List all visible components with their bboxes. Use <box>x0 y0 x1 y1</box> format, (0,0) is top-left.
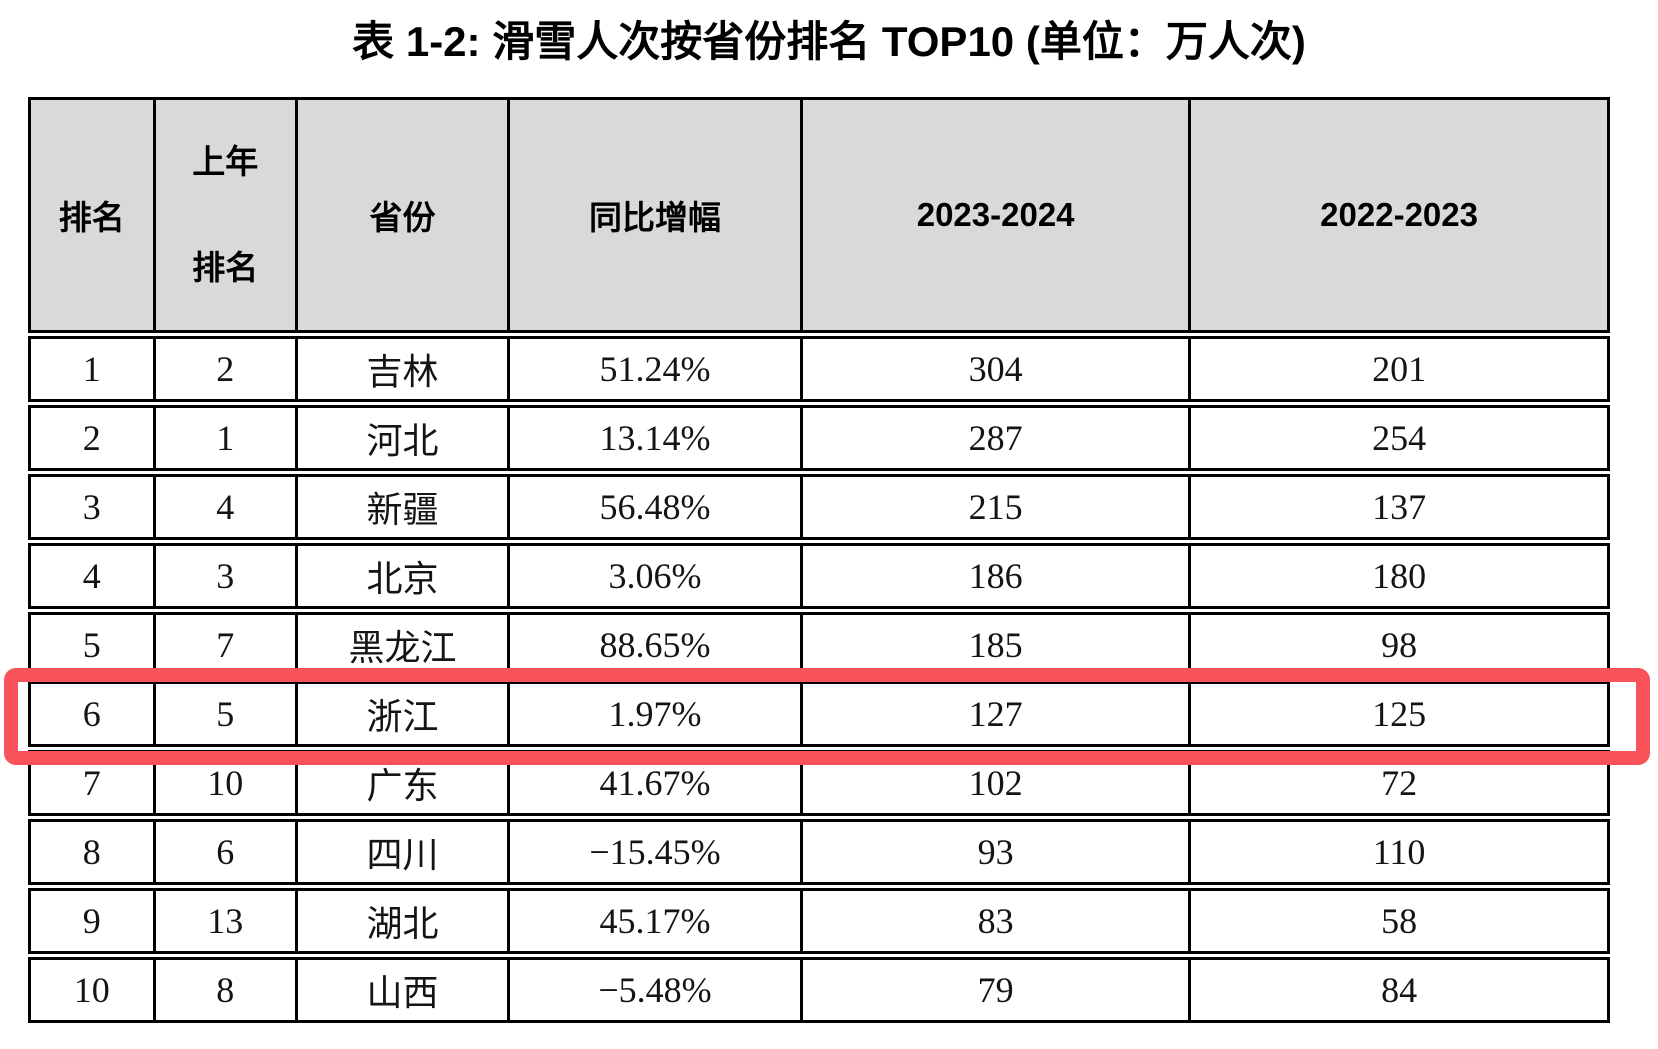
cell-yoy-change: 1.97% <box>507 684 800 744</box>
header-season-2022-2023: 2022-2023 <box>1188 100 1606 330</box>
cell-rank: 5 <box>82 625 101 665</box>
cell-province: 四川 <box>294 822 507 882</box>
cell-2022-2023: 84 <box>1188 960 1606 1020</box>
cell-2023-2024: 93 <box>799 822 1188 882</box>
table-row: 3 4 新疆 56.48% 215 137 <box>28 474 1610 540</box>
header-season-2023-2024: 2023-2024 <box>799 100 1188 330</box>
cell-rank: 1 <box>82 349 101 389</box>
cell-province: 湖北 <box>294 891 507 951</box>
cell-province: 河北 <box>294 408 507 468</box>
ranking-table: 排名 上年 排名 省份 同比增幅 2023-2024 2022-2023 1 2… <box>28 97 1610 1026</box>
cell-rank: 10 <box>73 970 110 1010</box>
cell-rank: 6 <box>82 694 101 734</box>
table-row: 4 3 北京 3.06% 186 180 <box>28 543 1610 609</box>
header-province: 省份 <box>294 100 507 330</box>
cell-2023-2024: 127 <box>799 684 1188 744</box>
cell-province: 山西 <box>294 960 507 1020</box>
cell-yoy-change: 56.48% <box>507 477 800 537</box>
cell-province: 吉林 <box>294 339 507 399</box>
cell-2023-2024: 102 <box>799 753 1188 813</box>
cell-2022-2023: 137 <box>1188 477 1606 537</box>
cell-yoy-change: −5.48% <box>507 960 800 1020</box>
cell-prev-rank: 6 <box>152 822 295 882</box>
cell-rank: 4 <box>82 556 101 596</box>
cell-province: 黑龙江 <box>294 615 507 675</box>
cell-yoy-change: 51.24% <box>507 339 800 399</box>
cell-2023-2024: 83 <box>799 891 1188 951</box>
cell-2022-2023: 180 <box>1188 546 1606 606</box>
table-row-highlighted: 6 5 浙江 1.97% 127 125 <box>28 681 1610 747</box>
cell-2022-2023: 110 <box>1188 822 1606 882</box>
header-yoy-change: 同比增幅 <box>507 100 800 330</box>
table-row: 2 1 河北 13.14% 287 254 <box>28 405 1610 471</box>
header-prev-rank: 上年 排名 <box>152 100 295 330</box>
cell-2023-2024: 304 <box>799 339 1188 399</box>
cell-2022-2023: 201 <box>1188 339 1606 399</box>
cell-2023-2024: 186 <box>799 546 1188 606</box>
cell-2023-2024: 79 <box>799 960 1188 1020</box>
cell-province: 广东 <box>294 753 507 813</box>
header-rank: 排名 <box>58 199 125 236</box>
cell-prev-rank: 1 <box>152 408 295 468</box>
cell-prev-rank: 10 <box>152 753 295 813</box>
table-row: 7 10 广东 41.67% 102 72 <box>28 750 1610 816</box>
table-row: 9 13 湖北 45.17% 83 58 <box>28 888 1610 954</box>
cell-prev-rank: 7 <box>152 615 295 675</box>
cell-2022-2023: 72 <box>1188 753 1606 813</box>
table-row: 10 8 山西 −5.48% 79 84 <box>28 957 1610 1023</box>
cell-yoy-change: 3.06% <box>507 546 800 606</box>
cell-prev-rank: 3 <box>152 546 295 606</box>
cell-rank: 7 <box>82 763 101 803</box>
table-row: 8 6 四川 −15.45% 93 110 <box>28 819 1610 885</box>
cell-yoy-change: 88.65% <box>507 615 800 675</box>
cell-rank: 3 <box>82 487 101 527</box>
cell-2022-2023: 58 <box>1188 891 1606 951</box>
cell-2023-2024: 287 <box>799 408 1188 468</box>
cell-2023-2024: 185 <box>799 615 1188 675</box>
cell-2023-2024: 215 <box>799 477 1188 537</box>
cell-province: 新疆 <box>294 477 507 537</box>
table-header-row: 排名 上年 排名 省份 同比增幅 2023-2024 2022-2023 <box>28 97 1610 333</box>
cell-2022-2023: 125 <box>1188 684 1606 744</box>
cell-2022-2023: 254 <box>1188 408 1606 468</box>
cell-prev-rank: 13 <box>152 891 295 951</box>
cell-2022-2023: 98 <box>1188 615 1606 675</box>
cell-yoy-change: −15.45% <box>507 822 800 882</box>
cell-yoy-change: 45.17% <box>507 891 800 951</box>
table-row: 5 7 黑龙江 88.65% 185 98 <box>28 612 1610 678</box>
cell-rank: 8 <box>82 832 101 872</box>
cell-prev-rank: 4 <box>152 477 295 537</box>
cell-province: 浙江 <box>294 684 507 744</box>
cell-prev-rank: 5 <box>152 684 295 744</box>
cell-prev-rank: 8 <box>152 960 295 1020</box>
cell-province: 北京 <box>294 546 507 606</box>
cell-yoy-change: 13.14% <box>507 408 800 468</box>
cell-prev-rank: 2 <box>152 339 295 399</box>
cell-yoy-change: 41.67% <box>507 753 800 813</box>
table-row: 1 2 吉林 51.24% 304 201 <box>28 336 1610 402</box>
cell-rank: 9 <box>82 901 101 941</box>
cell-rank: 2 <box>82 418 101 458</box>
table-title: 表 1-2: 滑雪人次按省份排名 TOP10 (单位：万人次) <box>352 18 1306 65</box>
